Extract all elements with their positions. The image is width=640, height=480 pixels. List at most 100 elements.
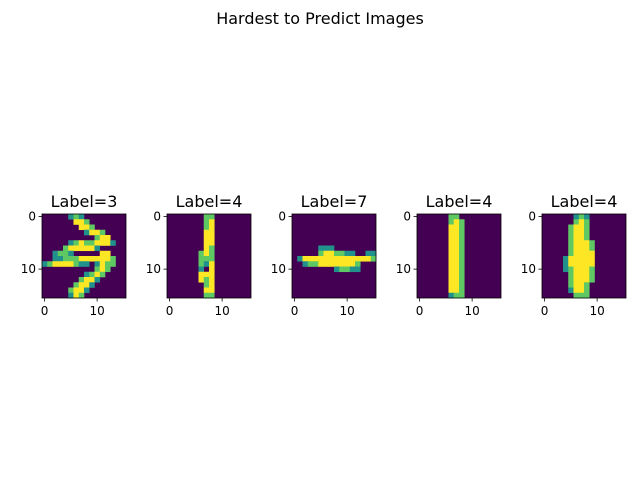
pixel-cell	[349, 250, 356, 257]
pixel-cell	[328, 261, 335, 267]
pixel-cell	[68, 287, 74, 294]
pixel-cell	[448, 292, 455, 299]
pixel-cell	[63, 256, 69, 262]
image-panel: Label=4 0 10 0 10	[396, 192, 502, 318]
pixel-cell	[78, 214, 85, 220]
pixel-cell	[78, 287, 85, 294]
pixel-cell	[94, 235, 101, 241]
pixel-cell	[578, 229, 585, 236]
pixel-cell	[334, 256, 340, 262]
pixel-cell	[84, 261, 90, 267]
pixel-cell	[73, 287, 80, 294]
pixel-cell	[198, 266, 205, 273]
pixel-cell	[573, 292, 580, 299]
pixel-cell	[198, 256, 205, 262]
pixel-cell	[344, 266, 351, 273]
pixel-cell	[203, 287, 210, 294]
pixel-cell	[568, 266, 574, 273]
pixel-cell	[203, 261, 210, 267]
pixel-cell	[78, 261, 85, 267]
panel-title: Label=7	[301, 192, 368, 211]
pixel-cell	[203, 256, 210, 262]
axes-frame	[166, 213, 252, 299]
pixel-cell	[302, 261, 309, 267]
pixel-cell	[198, 271, 205, 278]
pixel-cell	[573, 235, 580, 241]
pixel-cell	[448, 287, 455, 294]
pixel-cell	[89, 240, 95, 246]
pixel-cell	[78, 277, 85, 283]
pixel-cell	[203, 224, 210, 231]
pixel-cell	[73, 219, 80, 225]
pixel-cell	[568, 271, 574, 278]
pixel-cell	[563, 266, 569, 273]
pixel-cell	[578, 250, 585, 257]
pixel-cell	[334, 261, 340, 267]
pixel-cell	[105, 240, 111, 246]
pixel-cell	[584, 261, 590, 267]
pixel-cell	[584, 271, 590, 278]
pixel-cell	[349, 266, 356, 273]
pixel-cell	[105, 235, 111, 241]
pixel-cell	[209, 292, 215, 299]
pixel-cell	[89, 277, 95, 283]
pixel-cell	[584, 224, 590, 231]
pixel-cell	[578, 271, 585, 278]
pixel-cell	[63, 250, 69, 257]
pixel-cell	[63, 245, 69, 252]
pixel-cell	[89, 256, 95, 262]
pixel-cell	[209, 271, 215, 278]
pixel-cell	[209, 240, 215, 246]
pixel-cell	[578, 219, 585, 225]
pixel-cell	[203, 235, 210, 241]
panel-title: Label=3	[51, 192, 118, 211]
pixel-cell	[203, 282, 210, 288]
pixel-cell	[198, 277, 205, 283]
pixel-cell	[318, 261, 324, 267]
pixel-cell	[453, 229, 460, 236]
x-tick-label: 10	[339, 304, 354, 318]
pixel-cell	[448, 245, 455, 252]
pixel-cell	[453, 287, 460, 294]
pixel-cell	[209, 224, 215, 231]
x-tick-label: 10	[589, 304, 604, 318]
pixel-cell	[89, 224, 95, 231]
pixel-cell	[589, 277, 595, 283]
y-tick-label: 10	[271, 262, 286, 276]
pixel-cell	[78, 282, 85, 288]
pixel-cell	[89, 229, 95, 236]
pixel-cell	[73, 214, 80, 220]
pixel-cell	[99, 235, 106, 241]
x-tick-label: 0	[541, 304, 549, 318]
pixel-cell	[105, 266, 111, 273]
pixel-cell	[68, 256, 74, 262]
pixel-cell	[57, 256, 64, 262]
pixel-cell	[339, 266, 345, 273]
image-panel: Label=3 0 10 0 10	[21, 192, 127, 318]
axes-frame	[416, 213, 502, 299]
pixel-cell	[584, 240, 590, 246]
pixel-cell	[203, 277, 210, 283]
pixel-cell	[459, 266, 465, 273]
pixel-cell	[84, 256, 90, 262]
pixel-cell	[573, 266, 580, 273]
y-tick-label: 0	[278, 210, 286, 224]
pixel-cell	[573, 287, 580, 294]
pixel-cell	[568, 245, 574, 252]
pixel-cell	[94, 245, 101, 252]
pixel-cell	[573, 214, 580, 220]
pixel-cell	[318, 250, 324, 257]
pixel-cell	[209, 245, 215, 252]
axes-frame	[541, 213, 627, 299]
pixel-cell	[448, 261, 455, 267]
pixel-cell	[355, 266, 361, 273]
pixel-cell	[573, 271, 580, 278]
x-tick-label: 0	[416, 304, 424, 318]
pixel-cell	[203, 214, 210, 220]
pixel-cell	[68, 214, 74, 220]
pixel-cell	[568, 240, 574, 246]
x-tick-label: 10	[89, 304, 104, 318]
pixel-cell	[73, 240, 80, 246]
pixel-cell	[318, 245, 324, 252]
pixel-cell	[578, 240, 585, 246]
